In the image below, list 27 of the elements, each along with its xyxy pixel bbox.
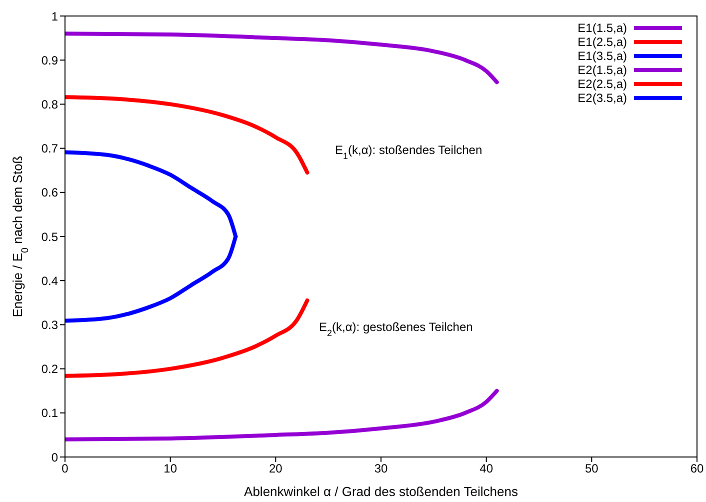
x-tick-label: 50 [584,462,599,476]
x-axis-title: Ablenkwinkel α / Grad des stoßenden Teilchens [244,484,518,499]
annotation: E$_{2}$(k,α): gestoßenes Teilchen [319,320,473,338]
legend-label: E1(1.5,a) [578,21,628,35]
legend-label: E1(2.5,a) [578,35,628,49]
legend-label: E2(2.5,a) [578,77,628,91]
y-tick-label: 0.3 [41,318,58,332]
legend-label: E2(1.5,a) [578,63,628,77]
y-tick-label: 0.2 [41,362,58,376]
legend-label: E2(3.5,a) [578,91,628,105]
y-tick-label: 0.9 [41,53,58,68]
y-tick-label: 0.4 [41,274,58,288]
y-tick-label: 0.5 [41,230,58,244]
x-tick-label: 60 [690,462,704,476]
y-tick-label: 0.1 [41,406,58,420]
annotation: E$_{1}$(k,α): stoßendes Teilchen [335,143,482,161]
y-tick-label: 0.6 [41,186,58,200]
x-tick-label: 30 [374,462,388,476]
x-tick-label: 10 [164,462,178,476]
x-tick-label: 40 [480,462,494,476]
x-tick-label: 20 [268,462,283,476]
y-tick-label: 0 [51,450,58,464]
y-tick-label: 0.8 [41,97,58,112]
y-tick-label: 0.7 [41,142,58,156]
y-tick-label: 1 [51,9,58,24]
legend-label: E1(3.5,a) [578,49,628,63]
x-tick-label: 0 [62,462,69,476]
